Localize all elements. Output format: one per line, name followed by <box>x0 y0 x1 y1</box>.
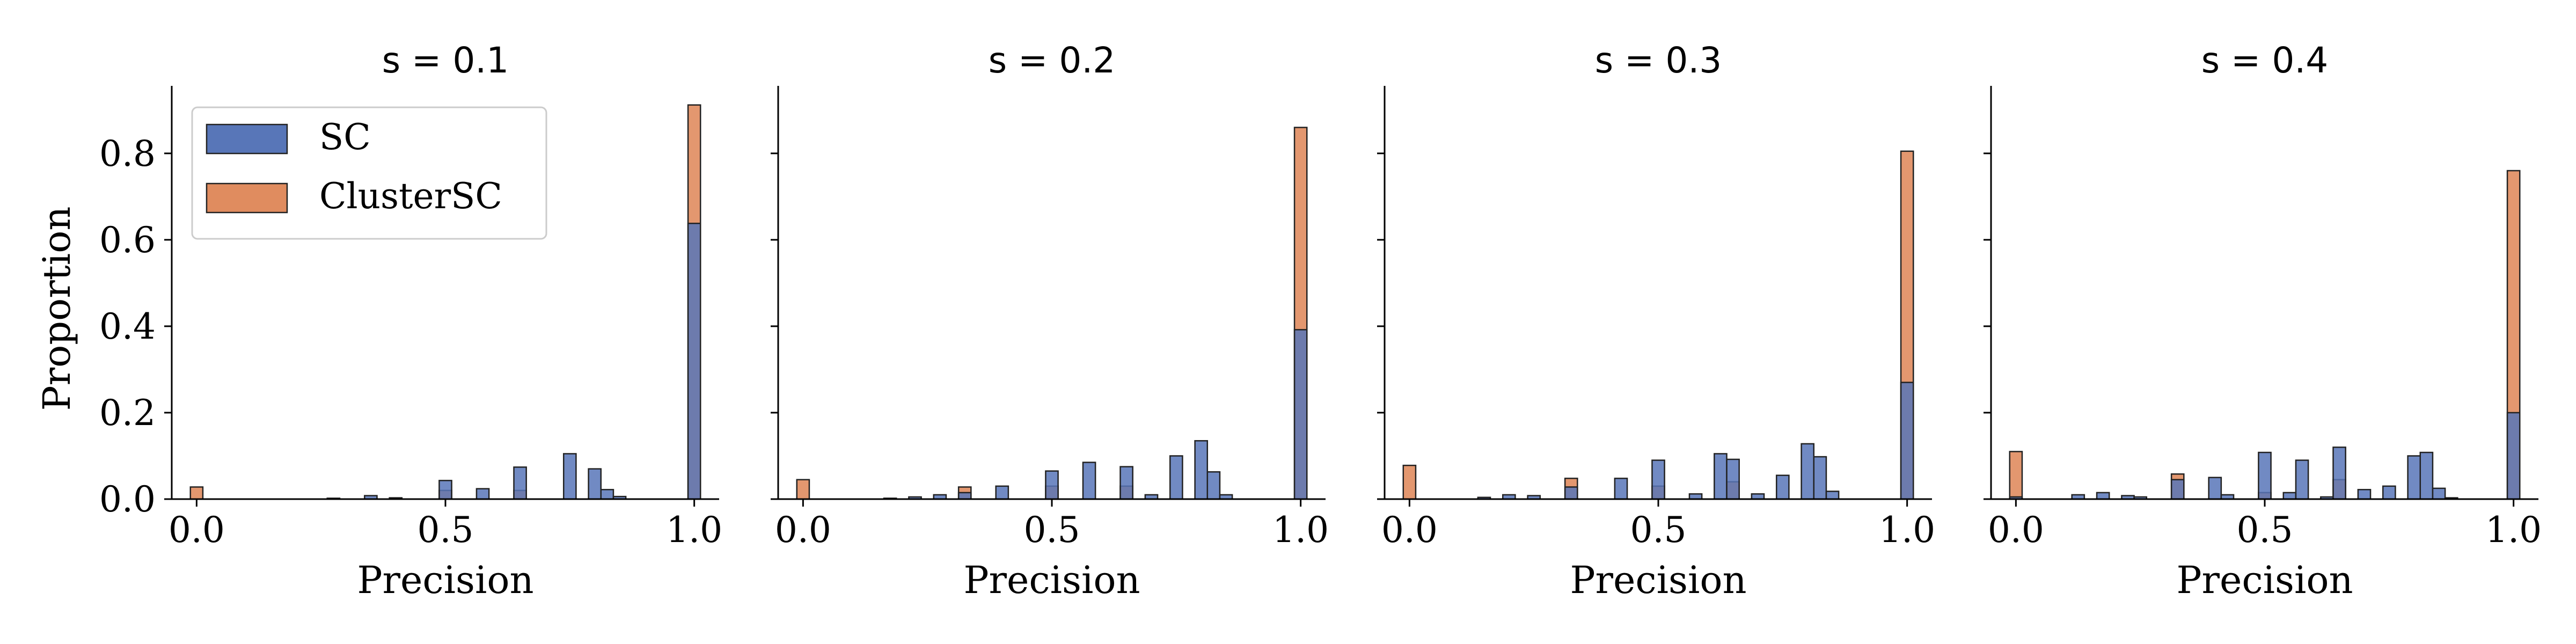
panel-2: 0.0 0.5 1.0 Precision s = 0.2 <box>771 40 1329 602</box>
panel-4: 0.0 0.5 1.0 Precision s = 0.4 <box>1984 40 2542 602</box>
sc-bar <box>588 468 602 500</box>
y-tick-label: 0.4 <box>99 306 156 347</box>
legend-label-sc: SC <box>319 116 371 158</box>
sc-bar <box>1293 329 1308 500</box>
legend-swatch-clustersc <box>206 182 288 214</box>
x-tick-label: 0.0 <box>169 509 225 551</box>
panel-title: s = 0.1 <box>382 40 509 81</box>
sc-bar <box>1045 470 1059 500</box>
y-tick-label: 0.8 <box>99 133 156 174</box>
panel-title: s = 0.3 <box>1595 40 1722 81</box>
legend-swatch-sc <box>206 123 288 155</box>
sc-bar <box>2407 455 2421 500</box>
sc-bar <box>1119 466 1133 500</box>
sc-bar <box>995 485 1009 500</box>
sc-bar <box>1714 453 1728 500</box>
x-tick-label: 0.0 <box>1381 509 1438 551</box>
sc-bar <box>1614 478 1628 500</box>
sc-bar <box>513 466 527 500</box>
x-axis-label: Precision <box>357 558 533 602</box>
x-tick-label: 0.0 <box>1988 509 2044 551</box>
sc-bar <box>2357 489 2372 500</box>
clustersc-bar <box>1402 464 1417 500</box>
sc-bar <box>957 492 972 500</box>
y-tick-label: 0.2 <box>99 392 156 434</box>
sc-bar <box>1194 440 1209 500</box>
sc-bar <box>2432 487 2446 500</box>
sc-bar <box>1775 474 1790 500</box>
sc-bar <box>562 453 577 500</box>
sc-bar <box>2382 485 2396 500</box>
sc-bar <box>1900 382 1914 500</box>
legend: SC ClusterSC <box>191 106 547 240</box>
x-tick-label: 0.5 <box>1024 509 1080 551</box>
sc-bar <box>2096 492 2110 500</box>
x-tick-label: 0.5 <box>2237 509 2293 551</box>
sc-bar <box>2208 477 2222 500</box>
clustersc-bar <box>189 486 204 500</box>
sc-bar <box>2332 447 2346 500</box>
sc-bar <box>1082 462 1096 500</box>
x-tick-label: 0.5 <box>1630 509 1687 551</box>
sc-bar <box>1206 471 1221 500</box>
sc-bar <box>2282 492 2297 500</box>
x-axis-label: Precision <box>963 558 1140 602</box>
y-axis-label: Proportion <box>35 207 79 411</box>
panel-3: 0.0 0.5 1.0 Precision s = 0.3 <box>1377 40 1935 602</box>
sc-bar <box>2295 459 2309 500</box>
clustersc-bar <box>2009 451 2023 500</box>
sc-bar <box>1726 458 1740 500</box>
x-tick-label: 1.0 <box>1272 509 1329 551</box>
legend-label-clustersc: ClusterSC <box>319 175 502 217</box>
x-axis-label: Precision <box>2176 558 2353 602</box>
sc-bar <box>1169 455 1183 500</box>
sc-bar <box>1651 459 1665 500</box>
sc-bar <box>1801 443 1815 500</box>
sc-bar <box>2170 479 2185 500</box>
y-tick-label: 0.6 <box>99 219 156 261</box>
sc-bar <box>2506 412 2521 500</box>
x-tick-label: 0.5 <box>418 509 474 551</box>
x-tick-label: 1.0 <box>2485 509 2542 551</box>
sc-bar <box>1825 491 1840 500</box>
y-tick-label: 0.0 <box>99 479 156 520</box>
sc-bar <box>438 480 452 500</box>
sc-bar <box>1813 456 1827 500</box>
panel-title: s = 0.4 <box>2201 40 2329 81</box>
panel-title: s = 0.2 <box>989 40 1116 81</box>
x-tick-label: 1.0 <box>1879 509 1935 551</box>
sc-bar <box>600 489 614 500</box>
sc-bar <box>687 222 701 500</box>
x-tick-label: 1.0 <box>666 509 722 551</box>
sc-bar <box>2419 451 2434 500</box>
sc-bar <box>475 488 490 500</box>
clustersc-bar <box>796 479 810 500</box>
x-tick-label: 0.0 <box>775 509 831 551</box>
sc-bar <box>1564 486 1578 500</box>
panel-1: 0.0 0.5 1.0 0.0 0.2 0.4 0.6 0.8 Precision s = 0.1 <box>99 40 722 602</box>
x-axis-label: Precision <box>1570 558 1746 602</box>
sc-bar <box>2258 451 2272 500</box>
